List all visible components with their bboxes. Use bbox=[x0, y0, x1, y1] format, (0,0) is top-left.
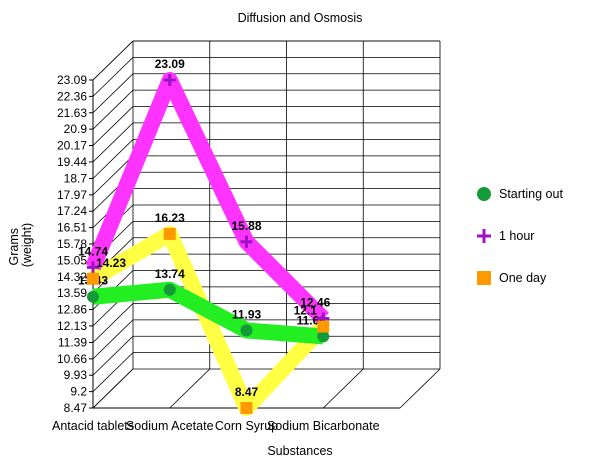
side-gridline bbox=[92, 303, 134, 343]
data-point bbox=[317, 320, 330, 333]
y-tick-label: 13.59 bbox=[57, 286, 87, 300]
data-label: 23.09 bbox=[155, 57, 185, 71]
side-gridline bbox=[92, 155, 134, 196]
data-point bbox=[240, 402, 253, 414]
side-gridline bbox=[92, 352, 134, 392]
y-tick-label: 8.47 bbox=[64, 401, 88, 415]
chart-title: Diffusion and Osmosis bbox=[238, 11, 363, 25]
y-tick-label: 10.66 bbox=[57, 352, 87, 366]
y-tick-label: 15.05 bbox=[57, 253, 87, 267]
data-point bbox=[240, 235, 253, 248]
y-tick-label: 23.09 bbox=[57, 73, 87, 87]
legend-marker bbox=[477, 187, 491, 201]
legend-marker bbox=[477, 229, 491, 243]
side-gridline bbox=[92, 89, 134, 130]
data-label: 12.46 bbox=[300, 295, 330, 309]
y-tick-label: 9.93 bbox=[64, 368, 88, 382]
y-tick-label: 17.97 bbox=[57, 188, 87, 202]
data-label: 11.93 bbox=[232, 307, 262, 321]
series-ribbon bbox=[92, 281, 324, 345]
y-axis-title-line1: Grams bbox=[7, 228, 21, 266]
data-point bbox=[163, 227, 176, 240]
data-point bbox=[317, 330, 330, 343]
y-tick-label: 19.44 bbox=[57, 155, 87, 169]
data-point bbox=[87, 290, 99, 303]
y-axis-title: Grams (weight) bbox=[7, 223, 34, 267]
series-ribbon bbox=[85, 72, 329, 325]
frame-edge bbox=[92, 40, 134, 81]
y-tick-label: 17.24 bbox=[57, 204, 87, 218]
data-point bbox=[163, 283, 176, 296]
x-tick-label: Sodium Acetate bbox=[126, 419, 214, 433]
floor-gridline bbox=[322, 368, 364, 409]
y-tick-label: 9.2 bbox=[70, 385, 87, 399]
legend-label: 1 hour bbox=[499, 229, 534, 243]
x-tick-label: Antacid tablets bbox=[52, 419, 134, 433]
grid-layer: 8.47 9.2 9.93 10.66 11.39 12.13 12.86 13.59 14.3… bbox=[52, 40, 441, 433]
data-label: 15.88 bbox=[231, 219, 261, 233]
x-tick-label: Corn Syrup bbox=[215, 419, 278, 433]
data-label: 16.23 bbox=[155, 211, 185, 225]
side-gridline bbox=[92, 139, 134, 179]
data-label: 12.1 bbox=[294, 304, 318, 318]
y-tick-label: 14.32 bbox=[57, 270, 87, 284]
y-tick-label: 12.86 bbox=[57, 303, 87, 317]
side-gridline bbox=[92, 122, 134, 163]
y-tick-label: 16.51 bbox=[57, 221, 87, 235]
data-point bbox=[87, 261, 99, 274]
data-label: 14.74 bbox=[78, 244, 108, 258]
series-layer: 13.4313.7411.9311.6614.7423.0915.8812.46… bbox=[78, 57, 331, 416]
y-tick-label: 20.17 bbox=[57, 139, 87, 153]
data-point bbox=[240, 324, 253, 337]
data-point bbox=[163, 74, 176, 86]
side-gridline bbox=[92, 106, 134, 146]
legend: Starting out 1 hour One day bbox=[477, 187, 563, 285]
side-gridline bbox=[92, 319, 134, 360]
data-label: 14.23 bbox=[96, 256, 126, 270]
y-tick-label: 21.63 bbox=[57, 106, 87, 120]
data-label: 13.74 bbox=[155, 267, 185, 281]
data-label: 8.47 bbox=[235, 385, 259, 399]
x-axis-title: Substances bbox=[267, 444, 332, 458]
legend-label: One day bbox=[499, 271, 547, 285]
side-gridline bbox=[92, 335, 134, 376]
legend-marker bbox=[477, 271, 491, 285]
floor-gridline bbox=[169, 368, 211, 409]
data-point bbox=[87, 272, 99, 285]
y-tick-label: 18.7 bbox=[64, 171, 88, 185]
x-tick-label: Sodium Bicarbonate bbox=[267, 419, 380, 433]
series-ribbon bbox=[88, 225, 330, 416]
side-gridline bbox=[92, 73, 134, 114]
y-tick-label: 22.36 bbox=[57, 89, 87, 103]
y-tick-label: 15.78 bbox=[57, 237, 87, 251]
floor-gridline bbox=[399, 368, 441, 409]
y-axis-title-line2: (weight) bbox=[20, 223, 34, 267]
floor-gridline bbox=[92, 368, 134, 409]
y-tick-label: 12.13 bbox=[57, 319, 87, 333]
y-tick-label: 11.39 bbox=[58, 335, 87, 349]
legend-label: Starting out bbox=[499, 187, 563, 201]
side-gridline bbox=[92, 57, 134, 97]
y-tick-label: 20.9 bbox=[64, 122, 88, 136]
